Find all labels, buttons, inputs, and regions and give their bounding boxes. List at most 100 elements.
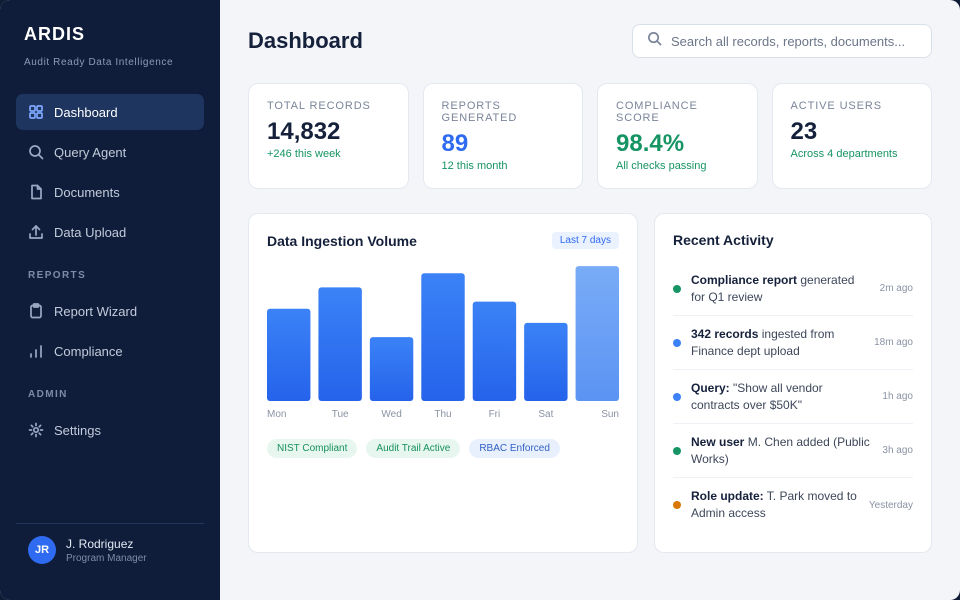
tick-label-sun: Sun bbox=[601, 409, 619, 420]
activity-item[interactable]: New user M. Chen added (Public Works) 3h … bbox=[673, 424, 913, 478]
sidebar-item-report-wizard[interactable]: Report Wizard bbox=[16, 293, 204, 329]
sidebar-item-label: Compliance bbox=[54, 343, 123, 359]
activity-text: 342 records ingested from Finance dept u… bbox=[691, 326, 874, 360]
stat-card-compliance-score: COMPLIANCE SCORE 98.4% All checks passin… bbox=[597, 83, 758, 189]
bar-sat[interactable] bbox=[524, 322, 568, 401]
activity-text: Compliance report generated for Q1 revie… bbox=[691, 272, 880, 306]
gear-icon bbox=[28, 422, 44, 438]
sidebar-item-documents[interactable]: Documents bbox=[16, 174, 204, 210]
upload-icon bbox=[28, 224, 44, 240]
activity-item[interactable]: Query: "Show all vendor contracts over $… bbox=[673, 370, 913, 424]
activity-timestamp: 18m ago bbox=[874, 337, 913, 348]
bar-fri[interactable] bbox=[472, 301, 517, 401]
search-icon bbox=[647, 31, 671, 51]
stat-card-reports-generated: REPORTS GENERATED 89 12 this month bbox=[422, 83, 583, 189]
badge-audit-trail: Audit Trail Active bbox=[366, 439, 461, 458]
activity-detail: generated for Q1 review bbox=[691, 272, 855, 304]
activity-title: Recent Activity bbox=[673, 232, 774, 248]
activity-text: New user M. Chen added (Public Works) bbox=[691, 434, 882, 468]
sidebar-item-data-upload[interactable]: Data Upload bbox=[16, 214, 204, 250]
activity-subject: Compliance report bbox=[691, 272, 798, 287]
activity-item[interactable]: Role update: T. Park moved to Admin acce… bbox=[673, 478, 913, 532]
brand-tagline: Audit Ready Data Intelligence bbox=[24, 57, 174, 68]
user-role: Program Manager bbox=[66, 552, 147, 564]
search-box[interactable] bbox=[632, 24, 932, 58]
avatar: JR bbox=[28, 536, 56, 564]
user-name: J. Rodriguez bbox=[66, 536, 134, 551]
tick-label-sat: Sat bbox=[538, 409, 553, 420]
grid-icon bbox=[28, 104, 44, 120]
stat-card-total-records: TOTAL RECORDS 14,832 +246 this week bbox=[248, 83, 409, 189]
activity-list: Compliance report generated for Q1 revie… bbox=[673, 262, 913, 532]
status-dot bbox=[673, 446, 681, 455]
stat-value: 23 bbox=[790, 118, 818, 145]
stat-value: 14,832 bbox=[267, 118, 341, 145]
tick-label-thu: Thu bbox=[434, 409, 451, 420]
activity-item[interactable]: 342 records ingested from Finance dept u… bbox=[673, 316, 913, 370]
sidebar-item-label: Report Wizard bbox=[54, 303, 138, 319]
activity-timestamp: 1h ago bbox=[882, 391, 913, 402]
user-profile[interactable]: JR J. Rodriguez Program Manager bbox=[16, 523, 204, 576]
document-icon bbox=[28, 184, 44, 200]
stat-subtext: All checks passing bbox=[616, 160, 707, 172]
activity-timestamp: 2m ago bbox=[879, 283, 913, 294]
stats-row: TOTAL RECORDS 14,832 +246 this week REPO… bbox=[248, 83, 932, 189]
date-range-badge[interactable]: Last 7 days bbox=[551, 232, 619, 249]
activity-subject: Role update: bbox=[691, 489, 764, 503]
activity-detail: M. Chen added (Public Works) bbox=[691, 434, 870, 466]
stat-card-active-users: ACTIVE USERS 23 Across 4 departments bbox=[771, 83, 932, 189]
activity-timestamp: Yesterday bbox=[868, 499, 913, 511]
search-input[interactable] bbox=[671, 33, 917, 49]
bar-tue[interactable] bbox=[318, 287, 362, 401]
section-label-reports: REPORTS bbox=[28, 270, 87, 281]
sidebar: ARDIS Audit Ready Data Intelligence Dash… bbox=[0, 0, 220, 600]
sidebar-item-label: Data Upload bbox=[54, 224, 127, 240]
stat-subtext: Across 4 departments bbox=[790, 148, 898, 160]
clipboard-icon bbox=[28, 303, 44, 319]
sidebar-item-settings[interactable]: Settings bbox=[16, 412, 204, 448]
activity-text: Query: "Show all vendor contracts over $… bbox=[691, 380, 882, 414]
section-label-admin: ADMIN bbox=[28, 389, 68, 400]
sidebar-item-label: Documents bbox=[54, 184, 120, 200]
bar-sun[interactable] bbox=[575, 266, 619, 401]
activity-item[interactable]: Compliance report generated for Q1 revie… bbox=[673, 262, 913, 316]
stat-label: ACTIVE USERS bbox=[790, 100, 882, 112]
tick-label-wed: Wed bbox=[381, 409, 401, 420]
bar-mon[interactable] bbox=[267, 308, 311, 401]
bar-thu[interactable] bbox=[421, 273, 465, 401]
sidebar-item-label: Settings bbox=[54, 422, 101, 438]
stat-subtext: 12 this month bbox=[441, 160, 508, 172]
page-title: Dashboard bbox=[248, 28, 363, 53]
stat-subtext: +246 this week bbox=[267, 148, 341, 160]
sidebar-item-compliance[interactable]: Compliance bbox=[16, 333, 204, 369]
status-dot bbox=[673, 284, 681, 293]
main-nav: Dashboard Query Agent Documents Data Upl… bbox=[16, 94, 204, 250]
ingestion-bar-chart: Mon Tue Wed Thu Fri Sat Sun bbox=[267, 266, 619, 420]
topbar: Dashboard bbox=[248, 24, 932, 58]
badge-rbac: RBAC Enforced bbox=[469, 439, 560, 458]
content-row: Data Ingestion Volume Last 7 days bbox=[248, 213, 932, 553]
bar-wed[interactable] bbox=[369, 337, 414, 401]
tick-label-tue: Tue bbox=[332, 409, 349, 420]
stat-label: TOTAL RECORDS bbox=[267, 100, 371, 112]
tick-label-fri: Fri bbox=[489, 409, 501, 420]
badge-nist-compliant: NIST Compliant bbox=[267, 439, 358, 458]
sidebar-item-query-agent[interactable]: Query Agent bbox=[16, 134, 204, 170]
activity-subject: 342 records bbox=[691, 326, 759, 341]
stat-value: 98.4% bbox=[616, 130, 685, 157]
status-dot bbox=[673, 501, 681, 509]
stat-label: REPORTS GENERATED bbox=[441, 100, 518, 124]
activity-detail: ingested from Finance dept upload bbox=[691, 326, 835, 358]
bar-chart-icon bbox=[28, 343, 44, 359]
status-dot bbox=[673, 338, 681, 347]
activity-subject: New user bbox=[691, 434, 745, 449]
sidebar-item-label: Dashboard bbox=[54, 104, 118, 120]
search-icon bbox=[28, 144, 44, 160]
sidebar-item-dashboard[interactable]: Dashboard bbox=[16, 94, 204, 130]
status-dot bbox=[673, 392, 681, 401]
activity-text: Role update: T. Park moved to Admin acce… bbox=[691, 488, 869, 522]
activity-detail: T. Park moved to Admin access bbox=[691, 489, 857, 520]
stat-value: 89 bbox=[441, 130, 469, 157]
activity-timestamp: 3h ago bbox=[882, 445, 913, 456]
brand-logo: ARDIS bbox=[24, 24, 86, 44]
